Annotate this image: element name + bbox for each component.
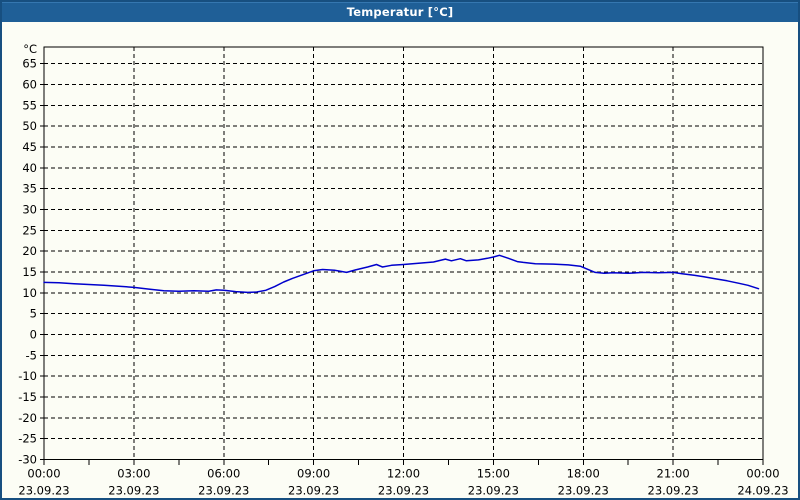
x-tick-time-label: 12:00	[387, 467, 420, 481]
window-title: Temperatur [°C]	[346, 5, 454, 19]
y-tick-label: 0	[30, 328, 37, 342]
x-tick-time-label: 00:00	[27, 467, 60, 481]
title-bar[interactable]: Temperatur [°C]	[2, 2, 798, 22]
x-tick-date-label: 24.09.23	[737, 484, 788, 498]
y-tick-label: 60	[22, 78, 37, 92]
y-tick-label: 55	[22, 98, 37, 112]
x-tick-date-label: 23.09.23	[288, 484, 339, 498]
x-tick-time-label: 21:00	[657, 467, 690, 481]
y-tick-label: 50	[22, 119, 37, 133]
y-tick-label: 45	[22, 140, 37, 154]
x-tick-date-label: 23.09.23	[198, 484, 249, 498]
y-tick-label: 5	[30, 307, 37, 321]
x-tick-time-label: 00:00	[746, 467, 779, 481]
y-tick-label: -10	[18, 369, 37, 383]
y-tick-label: -30	[18, 453, 37, 467]
x-tick-time-label: 03:00	[117, 467, 150, 481]
x-tick-date-label: 23.09.23	[18, 484, 69, 498]
x-tick-time-label: 06:00	[207, 467, 240, 481]
y-tick-label: 30	[22, 203, 37, 217]
y-tick-label: 65	[22, 57, 37, 71]
y-tick-label: 35	[22, 182, 37, 196]
y-tick-label: 10	[22, 286, 37, 300]
y-tick-label: 25	[22, 223, 37, 237]
x-tick-time-label: 15:00	[477, 467, 510, 481]
x-tick-date-label: 23.09.23	[378, 484, 429, 498]
x-tick-date-label: 23.09.23	[108, 484, 159, 498]
y-tick-label: -5	[26, 348, 37, 362]
y-tick-label: 15	[22, 265, 37, 279]
x-tick-date-label: 23.09.23	[468, 484, 519, 498]
temperature-series-line	[43, 254, 760, 294]
y-tick-label: -25	[18, 432, 37, 446]
x-tick-time-label: 09:00	[297, 467, 330, 481]
x-tick-date-label: 23.09.23	[648, 484, 699, 498]
y-tick-label: -15	[18, 390, 37, 404]
y-tick-label: 20	[22, 244, 37, 258]
y-axis-unit-label: °C	[23, 42, 37, 56]
y-tick-label: -20	[18, 411, 37, 425]
x-tick-time-label: 18:00	[567, 467, 600, 481]
y-tick-label: 40	[22, 161, 37, 175]
x-tick-date-label: 23.09.23	[558, 484, 609, 498]
